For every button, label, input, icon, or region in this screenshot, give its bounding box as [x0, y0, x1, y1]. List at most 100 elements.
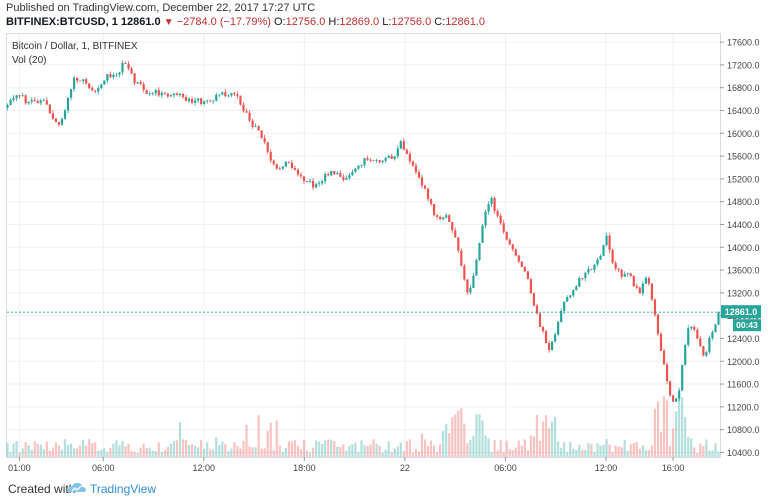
volume-bar [399, 442, 402, 457]
candle-body [554, 334, 557, 342]
volume-bar [699, 443, 702, 457]
volume-bar [339, 446, 342, 457]
candle-body [584, 272, 587, 279]
volume-bar [550, 421, 554, 457]
volume-bar [181, 439, 185, 457]
candle-body [411, 161, 415, 166]
candle-body [572, 290, 575, 296]
candle-body [236, 94, 239, 96]
volume-bar [599, 445, 602, 457]
candle-body [457, 237, 460, 251]
volume-bar [348, 445, 351, 457]
volume-bar [514, 447, 517, 457]
y-tick-label: 17200.0 [727, 60, 760, 70]
candle-body [529, 279, 533, 294]
candle-body [248, 112, 251, 121]
volume-bar [193, 445, 197, 457]
candle-body [439, 216, 442, 220]
candle-body [614, 262, 617, 269]
volume-bar [221, 441, 224, 457]
volume-bar [233, 442, 236, 457]
volume-bar [511, 450, 514, 457]
tradingview-brand[interactable]: TradingView [90, 482, 157, 496]
volume-bar [629, 444, 632, 457]
candle-body [366, 158, 369, 160]
volume-bar [420, 433, 424, 457]
volume-bar [9, 452, 12, 457]
volume-bar [569, 441, 572, 457]
candle-body [493, 198, 496, 212]
candle-body [79, 80, 82, 82]
candle-body [566, 297, 569, 302]
chart-legend-title: Bitcoin / Dollar, 1, BITFINEX [12, 41, 138, 52]
volume-bar [632, 442, 635, 457]
candle-body [36, 101, 39, 104]
candle-body [45, 100, 48, 105]
candle-body [75, 77, 79, 81]
volume-bar [490, 451, 493, 457]
price-chart[interactable]: 17600.0 17200.0 16800.0 16400.0 16000.0 15600… [6, 33, 762, 476]
time-axis[interactable]: 01:00 06:00 12:00 18:00 22 06:00 12:00 16:00 [8, 457, 684, 473]
volume-bar [145, 448, 148, 457]
candle-body [687, 328, 690, 345]
candle-body [535, 305, 539, 314]
candle-body [48, 104, 51, 114]
y-tick-label: 17600.0 [727, 38, 760, 48]
volume-bar [69, 443, 73, 457]
volume-bar [130, 450, 133, 457]
volume-bar [442, 430, 445, 457]
volume-bar [354, 442, 357, 457]
candle-body [590, 269, 593, 270]
candle-body [245, 111, 248, 113]
candle-body [693, 326, 696, 330]
candle-body [668, 381, 672, 396]
candle-body [502, 223, 505, 232]
candle-body [717, 312, 720, 325]
volume-bar [469, 439, 472, 457]
chart-frame[interactable]: 17600.0 17200.0 16800.0 16400.0 16000.0 15600… [6, 33, 762, 476]
candle-body [690, 326, 693, 329]
volume-bar [75, 448, 79, 457]
volume-bar [166, 447, 169, 457]
open-label: O: [273, 16, 286, 28]
volume-bar [575, 449, 578, 457]
volume-bar [405, 441, 408, 457]
candle-body [302, 176, 306, 182]
candle-body [532, 293, 536, 306]
candle-body [617, 268, 620, 270]
candle-body [308, 180, 312, 182]
candle-body [650, 283, 654, 300]
price-axis[interactable]: 17600.0 17200.0 16800.0 16400.0 16000.0 15600… [720, 38, 760, 458]
candle-body [190, 98, 194, 103]
volume-bar [584, 449, 587, 457]
candle-body [641, 283, 644, 294]
volume-bar [351, 444, 354, 457]
volume-bar [299, 449, 303, 457]
candle-body [299, 174, 303, 177]
volume-bar [696, 452, 699, 457]
volume-bar [432, 445, 436, 457]
candle-body [396, 148, 399, 157]
x-tick-label: 22 [400, 463, 410, 473]
candle-body [384, 157, 387, 161]
volume-bar [30, 449, 33, 457]
plot-area[interactable] [6, 33, 721, 458]
x-tick-label: 12:00 [193, 463, 216, 473]
candle-body [360, 165, 363, 166]
candle-body [508, 239, 511, 245]
candle-body [63, 110, 67, 119]
candle-body [209, 100, 212, 102]
volume-bar [212, 449, 215, 457]
candle-body [224, 92, 227, 97]
tradingview-cloud-icon [67, 483, 86, 492]
volume-bar [499, 439, 502, 457]
candle-body [393, 156, 396, 159]
candle-body [166, 93, 169, 97]
candle-body [175, 93, 179, 95]
x-tick-label: 01:00 [8, 463, 31, 473]
candle-body [405, 149, 408, 154]
volume-bar [82, 439, 85, 457]
candle-body [520, 261, 523, 268]
candle-body [596, 259, 599, 265]
candle-body [390, 155, 393, 159]
